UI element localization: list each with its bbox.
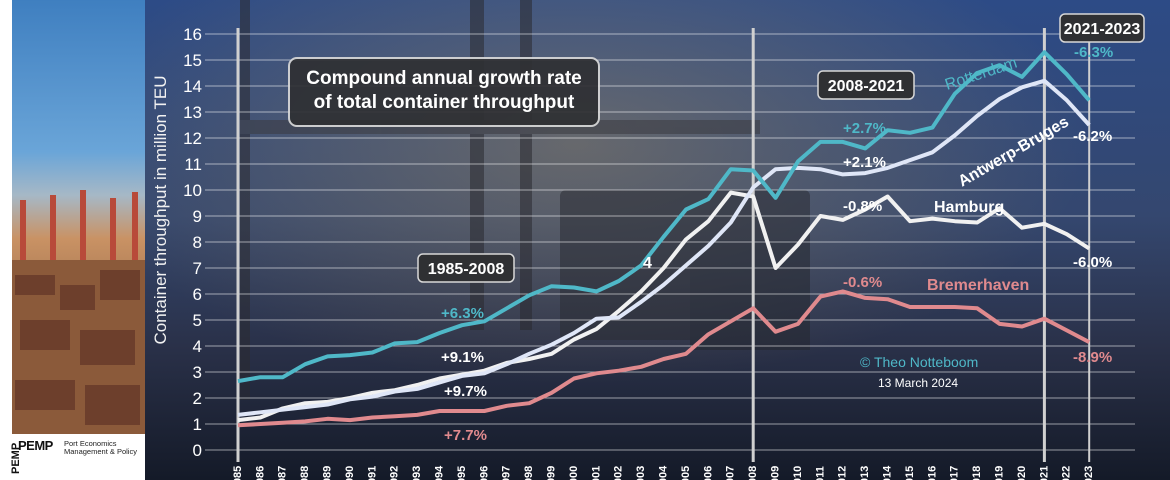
x-tick-label: 1988 [299,466,311,480]
y-tick-label: 1 [193,415,202,434]
x-tick-label: 1991 [366,466,378,480]
x-tick-label: 2004 [658,465,670,480]
x-tick-label: 2000 [568,466,580,480]
y-tick-label: 3 [193,363,202,382]
y-tick-label: 16 [183,25,202,44]
x-tick-label: 1994 [434,465,446,480]
x-tick-label: 2015 [904,466,916,480]
logo-subtitle: Port Economics Management & Policy [64,439,137,456]
x-tick-label: 2014 [882,465,894,480]
series-name-bremerhaven: Bremerhaven [927,277,1029,294]
cagr-1985-2008-rotterdam: +6.3% [441,305,484,322]
x-tick-label: 2012 [837,466,849,480]
period-label-1985-2008: 1985-2008 [428,261,505,278]
y-tick-label: 6 [193,285,202,304]
y-tick-label: 11 [184,155,202,174]
period-label-2021-2023-box [1059,13,1145,43]
period-dividers [236,28,1091,462]
x-tick-label: 2010 [792,466,804,480]
x-tick-label: 2017 [949,466,961,480]
x-tick-label: 1986 [254,466,266,480]
credit-date: 13 March 2024 [878,376,958,390]
y-tick-label: 10 [183,181,202,200]
x-tick-label: 1987 [277,466,289,480]
x-tick-label: 2020 [1016,466,1028,480]
series-name-hamburg: Hamburg [934,199,1004,216]
x-tick-label: 2002 [613,466,625,480]
period-label-1985-2008-box [417,253,515,283]
x-tick-label: 2022 [1061,466,1073,480]
x-tick-label: 2018 [971,466,983,480]
x-tick-label: 1998 [523,466,535,480]
logo-mark: PEMP [18,438,53,453]
x-tick-label: 2006 [702,466,714,480]
y-tick-label: 0 [193,441,202,460]
cagr-2008-2021-bremerhaven: -0.6% [843,274,882,291]
period-label-2008-2021: 2008-2021 [828,78,905,95]
x-tick-label: 2005 [680,466,692,480]
x-tick-label: 2019 [994,466,1006,480]
y-tick-label: 5 [193,311,202,330]
cagr-2021-2023-antwerp: -6.2% [1073,128,1112,145]
x-tick-label: 2009 [770,466,782,480]
hamburg-line [237,190,1091,423]
y-tick-label: 14 [183,77,202,96]
title-box: Compound annual growth rate of total cont… [288,57,600,127]
cagr-1985-2008-hamburg: +9.7% [444,383,487,400]
x-tick-label: 2023 [1083,466,1095,480]
x-tick-label: 2013 [859,466,871,480]
bremerhaven-line [237,289,1091,428]
cagr-2008-2021-antwerp: +2.1% [843,154,886,171]
y-tick-label: 4 [193,337,202,356]
x-tick-label: 2011 [814,466,826,480]
cagr-2008-2021-rotterdam: +2.7% [843,120,886,137]
x-tick-label: 2003 [635,466,647,480]
cagr-1985-2008-bremerhaven: +7.7% [444,427,487,444]
period-label-2008-2021-box [817,70,915,100]
x-tick-label: 2021 [1038,466,1050,480]
x-tick-label: 2008 [747,466,759,480]
x-tick-label: 1985 [232,466,244,480]
credit-text: © Theo Notteboom [860,354,978,370]
series-lines [237,50,1091,428]
cagr-2021-2023-hamburg: -6.0% [1073,254,1112,271]
port-photo-strip [0,0,145,480]
period-label-2021-2023: 2021-2023 [1064,21,1141,38]
y-tick-label: 15 [183,51,202,70]
stray-label: 4 [643,255,652,272]
cagr-2021-2023-bremerhaven: -8.9% [1073,349,1112,366]
x-tick-label: 1993 [411,466,423,480]
cagr-2008-2021-hamburg: -0.8% [843,198,882,215]
x-tick-label: 1999 [546,466,558,480]
cagr-2021-2023-rotterdam: -6.3% [1074,44,1113,61]
x-tick-label: 2016 [926,466,938,480]
y-tick-label: 13 [183,103,202,122]
y-tick-label: 9 [193,207,202,226]
y-tick-label: 12 [183,129,202,148]
rotterdam-line [237,50,1091,384]
chart-title: Compound annual growth rate of total cont… [306,68,582,113]
x-tick-label: 2001 [590,466,602,480]
x-tick-label: 1989 [322,466,334,480]
y-tick-label: 7 [193,259,202,278]
cagr-1985-2008-antwerp: +9.1% [441,349,484,366]
x-tick-label: 1997 [501,466,513,480]
pemp-logo: PEMP PEMP Port Economics Management & Po… [10,434,145,480]
y-tick-label: 2 [193,389,202,408]
x-axis-ticks: 1985 1986 1987 1988 1989 1990 1991 1992 1993 1994… [232,465,1095,480]
y-tick-label: 8 [193,233,202,252]
x-tick-label: 1996 [478,466,490,480]
x-tick-label: 2007 [725,466,737,480]
x-tick-label: 1992 [389,466,401,480]
x-tick-label: 1990 [344,466,356,480]
y-axis-label: Container throughput in million TEU [151,76,170,345]
x-tick-label: 1995 [456,466,468,480]
antwerp-bruges-line [237,78,1091,417]
